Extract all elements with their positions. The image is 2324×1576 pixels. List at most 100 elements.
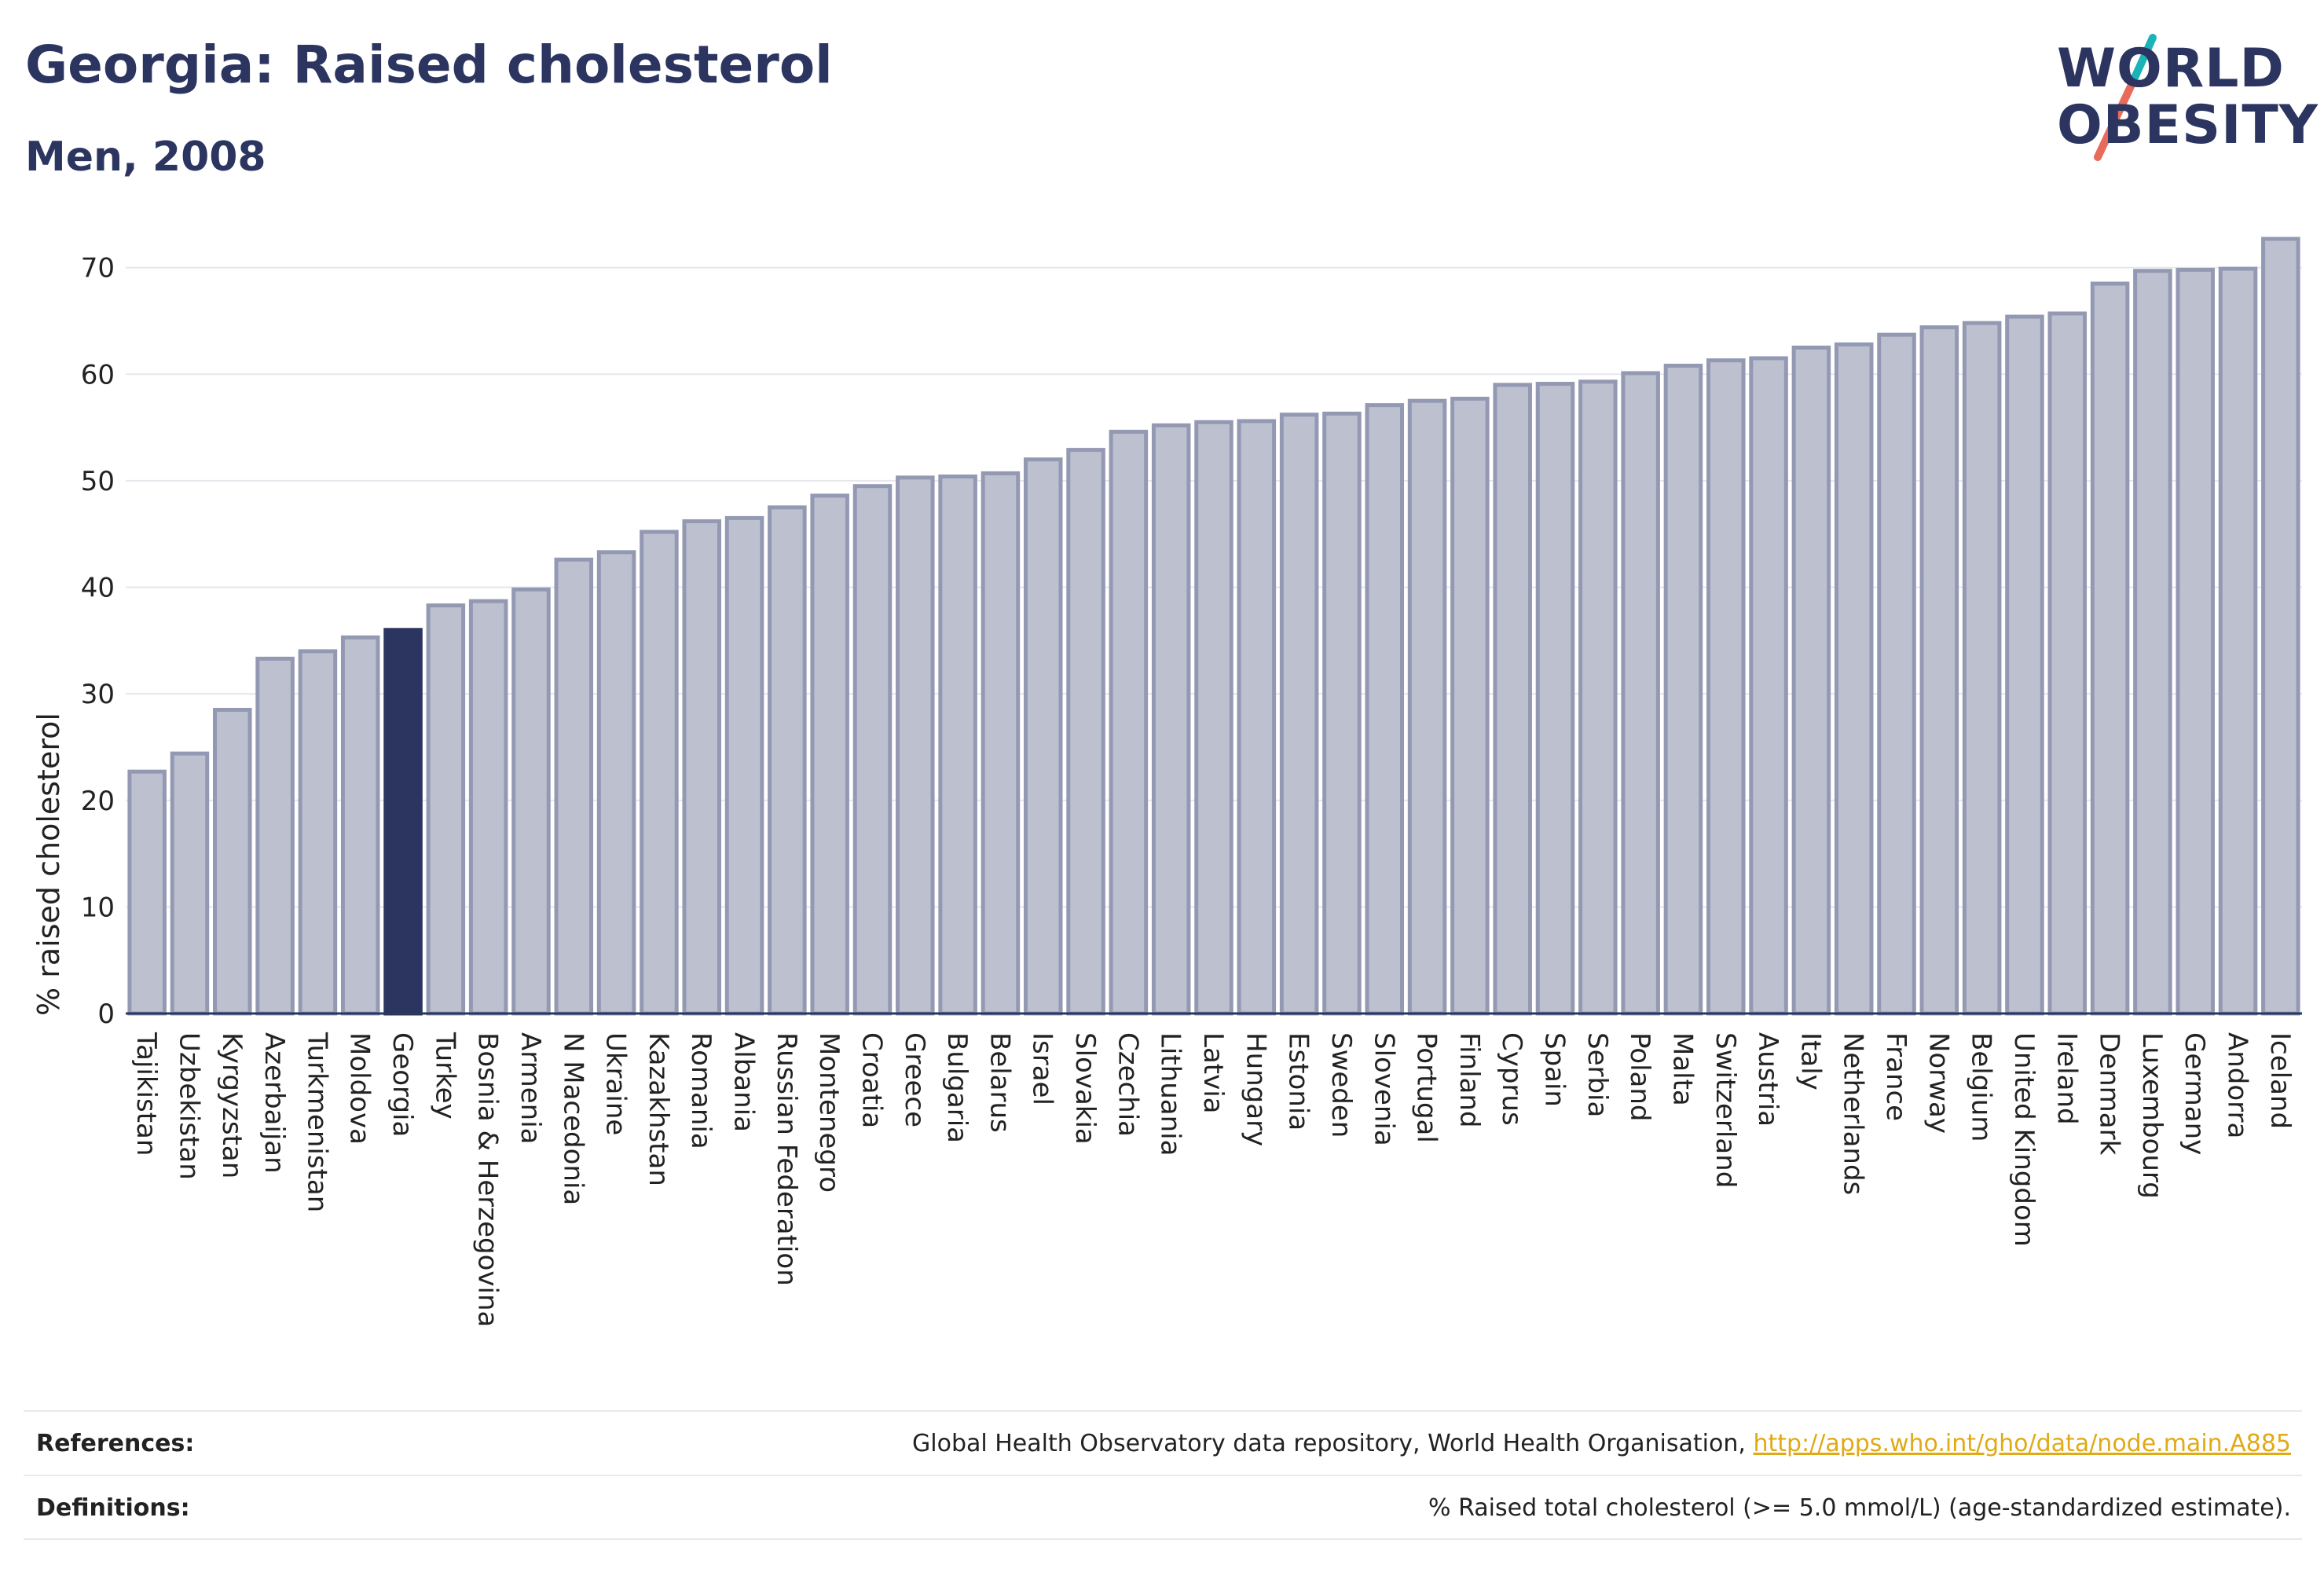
bar-georgia[interactable] — [383, 628, 423, 1016]
bar-turkey[interactable] — [426, 603, 466, 1016]
bar-russian-federation[interactable] — [768, 505, 807, 1016]
definitions-label: Definitions: — [36, 1494, 190, 1522]
bar-montenegro[interactable] — [810, 493, 849, 1016]
x-tick-label: Poland — [1624, 1032, 1655, 1122]
bar-hungary[interactable] — [1237, 419, 1277, 1016]
bar-tajikistan[interactable] — [127, 769, 167, 1016]
bar-switzerland[interactable] — [1706, 358, 1746, 1016]
x-tick-label: Moldova — [344, 1032, 376, 1145]
x-tick-label: Finland — [1453, 1032, 1485, 1128]
bar-azerbaijan[interactable] — [255, 656, 295, 1016]
bar-cyprus[interactable] — [1493, 383, 1532, 1016]
bar-andorra[interactable] — [2218, 266, 2258, 1016]
bar-bosnia-herzegovina[interactable] — [468, 599, 508, 1016]
bar-chart: 0 10 20 30 40 50 60 70 Tajikistan Uzbekistan Kyrg… — [81, 236, 2302, 1327]
x-tick-label: Luxembourg — [2136, 1032, 2168, 1199]
y-axis-ticks: 0 10 20 30 40 50 60 70 — [81, 253, 115, 1030]
x-tick-label: Ireland — [2051, 1032, 2082, 1125]
bar-luxembourg[interactable] — [2133, 269, 2172, 1016]
x-tick-label: Sweden — [1325, 1032, 1357, 1138]
bar-armenia[interactable] — [511, 587, 551, 1016]
bar-ukraine[interactable] — [596, 550, 636, 1016]
x-tick-label: Andorra — [2222, 1032, 2253, 1138]
bars — [127, 236, 2300, 1016]
logo-slash-icon — [2094, 34, 2157, 161]
x-axis-ticks: Tajikistan Uzbekistan Kyrgyzstan Azerbaijan… — [130, 1032, 2296, 1327]
bar-israel[interactable] — [1023, 457, 1063, 1016]
x-tick-label: Greece — [899, 1032, 930, 1127]
bar-belgium[interactable] — [1962, 321, 2002, 1016]
bar-denmark[interactable] — [2090, 281, 2130, 1016]
bar-estonia[interactable] — [1279, 412, 1319, 1016]
bar-turkmenistan[interactable] — [298, 649, 338, 1016]
bar-finland[interactable] — [1450, 396, 1490, 1016]
bar-uzbekistan[interactable] — [170, 751, 210, 1016]
bar-united-kingdom[interactable] — [2005, 314, 2044, 1016]
x-tick-label: Kazakhstan — [643, 1032, 674, 1186]
bar-france[interactable] — [1877, 332, 1916, 1016]
bar-latvia[interactable] — [1194, 420, 1233, 1016]
bar-kazakhstan[interactable] — [640, 530, 679, 1016]
bar-malta[interactable] — [1663, 363, 1703, 1016]
definitions-row: Definitions: % Raised total cholesterol … — [24, 1475, 2302, 1539]
bar-spain[interactable] — [1535, 382, 1575, 1016]
chart-subtitle: Men, 2008 — [25, 134, 266, 181]
bar-slovakia[interactable] — [1066, 448, 1105, 1016]
bar-albania[interactable] — [724, 515, 764, 1016]
world-obesity-logo: WORLD OBESITY — [2043, 31, 2318, 165]
x-tick-label: Serbia — [1582, 1032, 1613, 1117]
y-tick-label: 0 — [97, 999, 115, 1030]
bar-n-macedonia[interactable] — [554, 557, 594, 1016]
references-link[interactable]: http://apps.who.int/gho/data/node.main.A… — [1753, 1429, 2291, 1457]
bar-netherlands[interactable] — [1834, 342, 1874, 1016]
bar-ireland[interactable] — [2047, 311, 2088, 1016]
bar-kyrgyzstan[interactable] — [213, 707, 252, 1016]
x-tick-label: Lithuania — [1155, 1032, 1186, 1156]
bar-lithuania[interactable] — [1151, 423, 1191, 1016]
x-tick-label: Latvia — [1197, 1032, 1229, 1114]
bar-norway[interactable] — [1919, 325, 1959, 1016]
bar-slovenia[interactable] — [1365, 403, 1405, 1016]
bar-germany[interactable] — [2176, 267, 2215, 1016]
bar-iceland[interactable] — [2261, 236, 2300, 1016]
x-tick-label: Bosnia & Herzegovina — [472, 1032, 504, 1327]
y-tick-label: 20 — [81, 786, 115, 817]
bar-greece[interactable] — [896, 475, 935, 1016]
bar-portugal[interactable] — [1407, 398, 1447, 1016]
bar-belarus[interactable] — [981, 471, 1021, 1016]
bar-romania[interactable] — [682, 519, 722, 1016]
x-tick-label: Azerbaijan — [258, 1032, 290, 1174]
definitions-text: % Raised total cholesterol (>= 5.0 mmol/… — [1428, 1494, 2291, 1522]
x-tick-label: Uzbekistan — [173, 1032, 204, 1180]
x-tick-label: Cyprus — [1496, 1032, 1527, 1126]
logo-text-world: WORLD — [2057, 38, 2285, 100]
x-tick-label: Albania — [728, 1032, 760, 1132]
x-tick-label: Kyrgyzstan — [216, 1032, 247, 1178]
x-tick-label: Netherlands — [1838, 1032, 1869, 1195]
bar-austria[interactable] — [1749, 356, 1788, 1016]
x-tick-label: Turkmenistan — [301, 1032, 332, 1212]
bar-czechia[interactable] — [1109, 430, 1149, 1016]
x-tick-label: Armenia — [515, 1032, 546, 1145]
x-tick-label: Montenegro — [813, 1032, 845, 1193]
bar-poland[interactable] — [1621, 371, 1660, 1016]
x-tick-label: Bulgaria — [941, 1032, 973, 1143]
references-text: Global Health Observatory data repositor… — [912, 1429, 1754, 1457]
bar-croatia[interactable] — [852, 484, 893, 1016]
bar-bulgaria[interactable] — [938, 474, 977, 1016]
x-tick-label: Denmark — [2094, 1032, 2125, 1156]
x-tick-label: Slovenia — [1368, 1032, 1399, 1146]
x-tick-label: Slovakia — [1069, 1032, 1101, 1145]
x-tick-label: Norway — [1923, 1032, 1954, 1134]
bar-moldova[interactable] — [340, 635, 380, 1016]
x-tick-label: Spain — [1539, 1032, 1571, 1107]
bar-italy[interactable] — [1791, 345, 1831, 1016]
bar-serbia[interactable] — [1578, 379, 1618, 1016]
x-tick-label: Belarus — [984, 1032, 1015, 1133]
x-tick-label: Georgia — [387, 1032, 418, 1137]
x-tick-label: Iceland — [2264, 1032, 2296, 1129]
x-tick-label: Germany — [2179, 1032, 2210, 1155]
references-label: References: — [36, 1429, 195, 1457]
bar-sweden[interactable] — [1322, 411, 1362, 1016]
y-tick-label: 10 — [81, 892, 115, 923]
